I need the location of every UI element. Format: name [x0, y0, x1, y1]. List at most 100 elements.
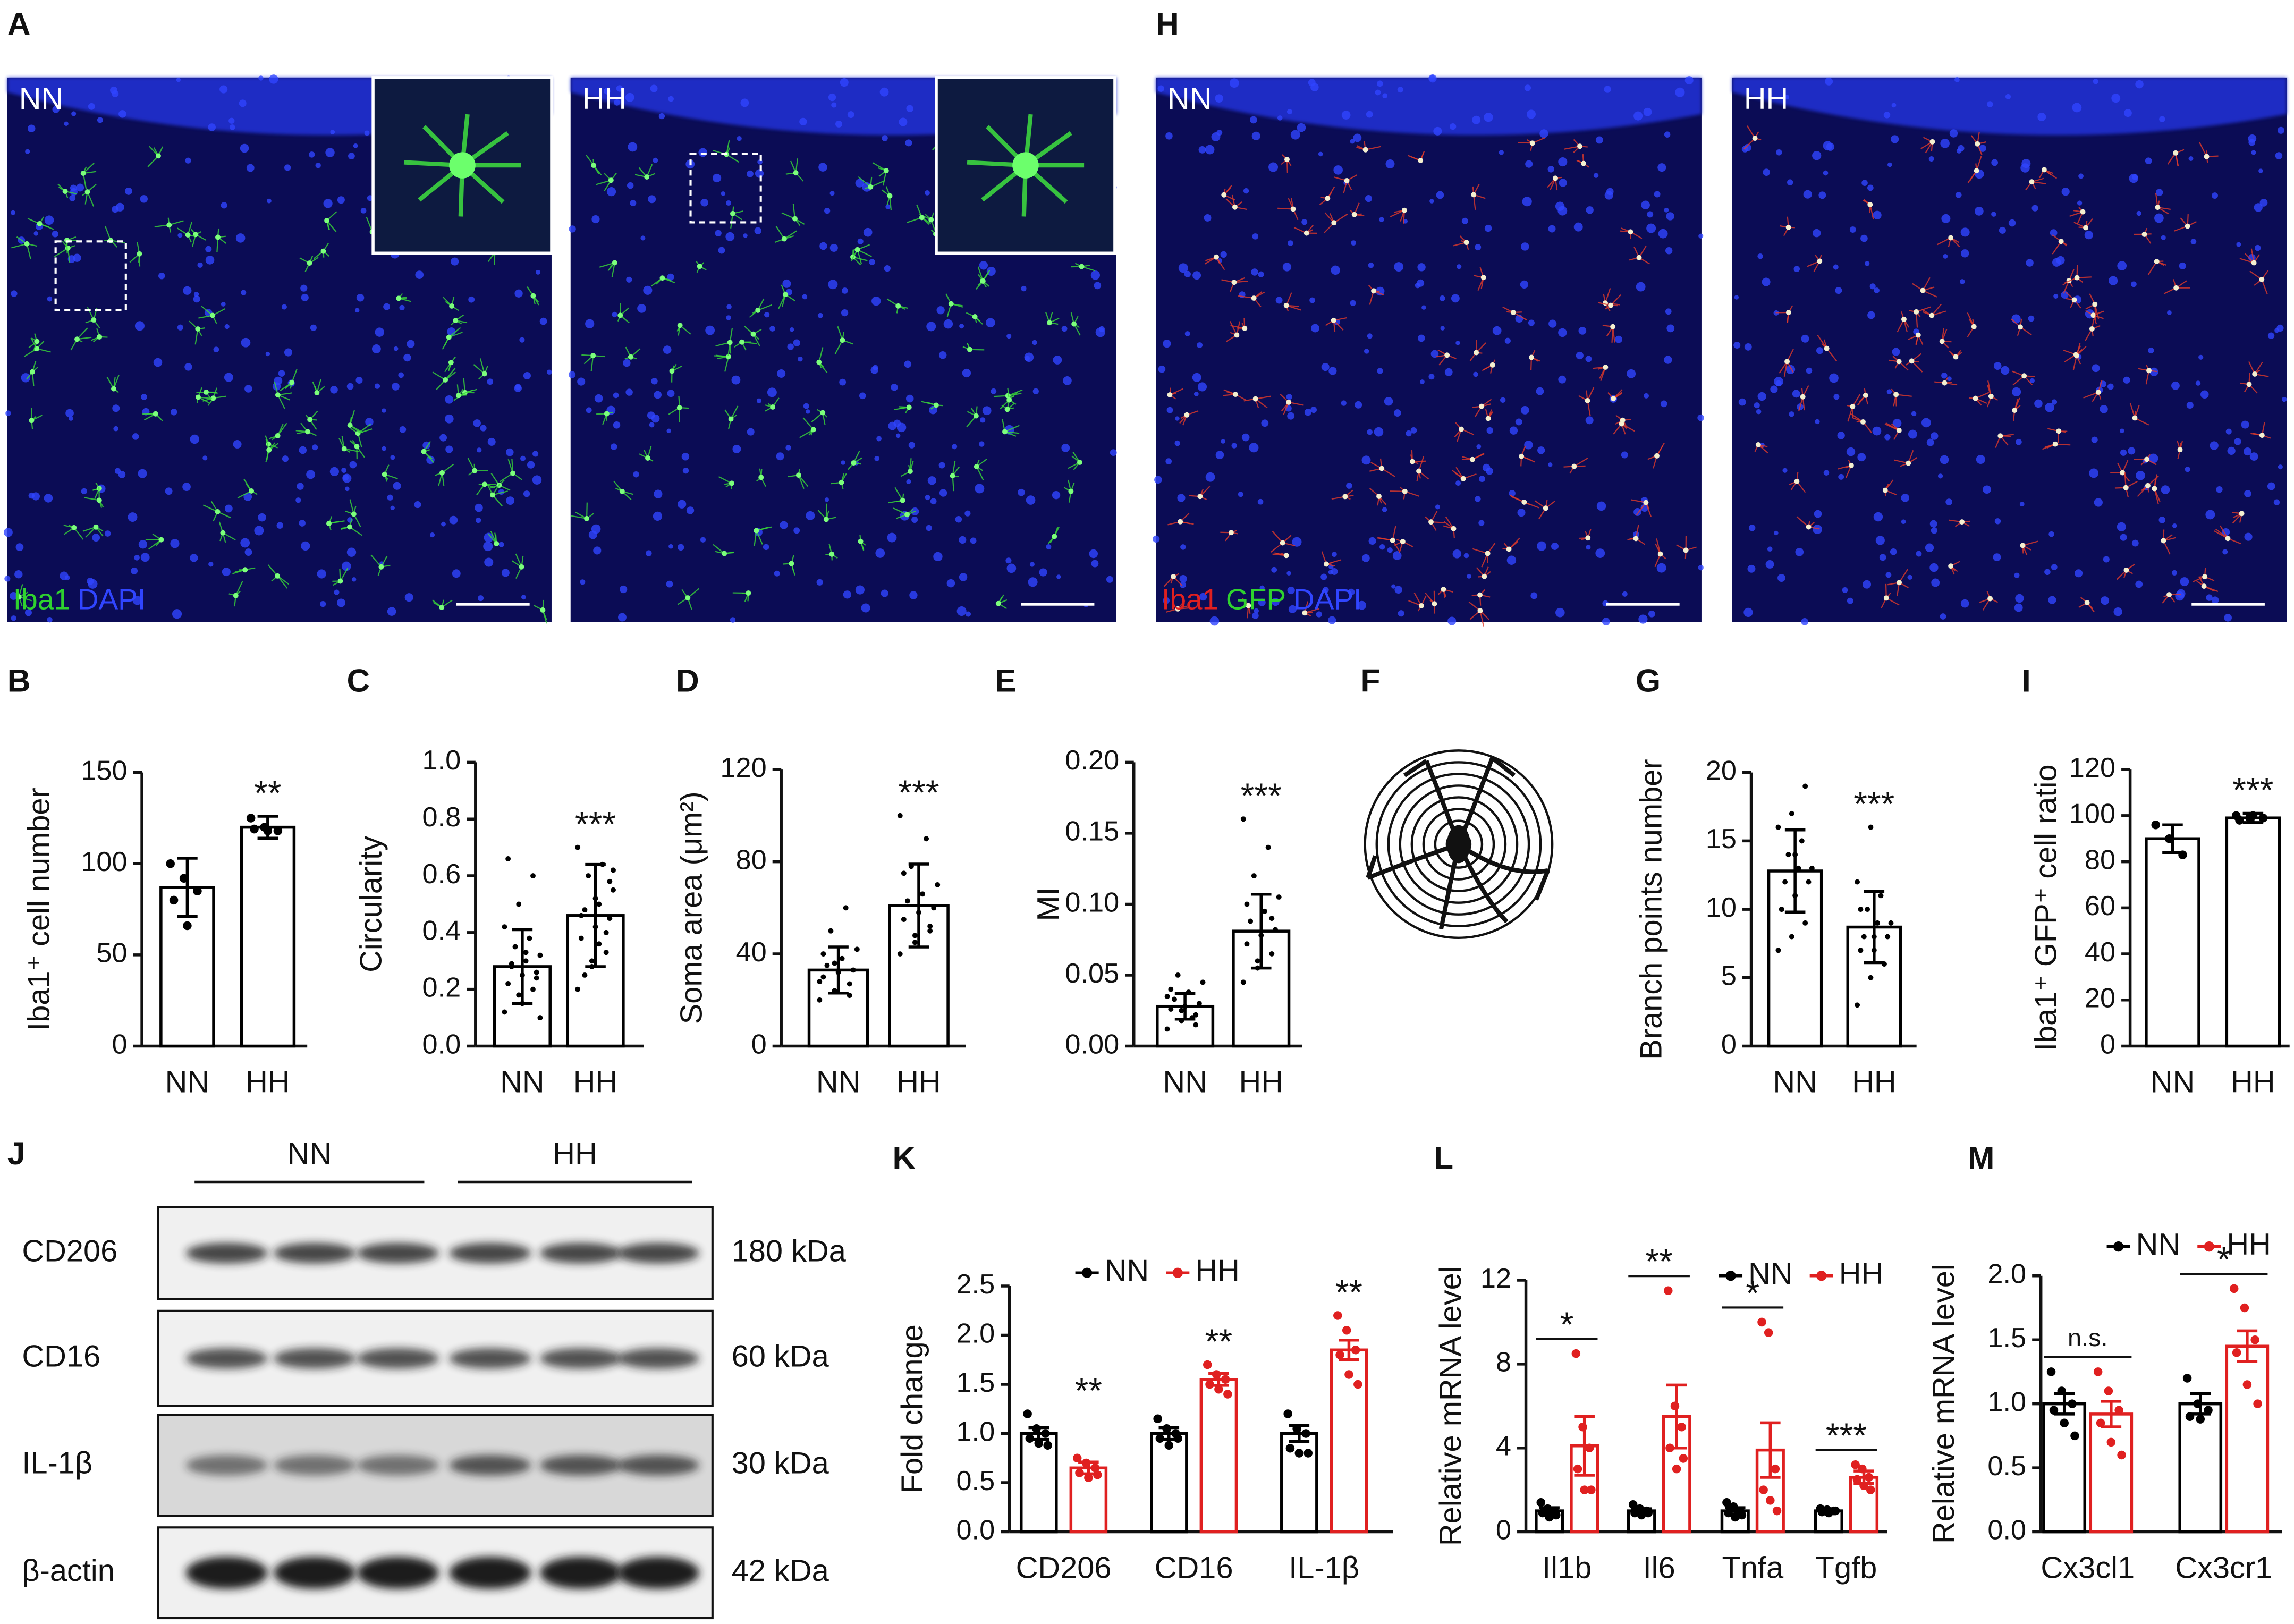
data-point	[1255, 958, 1260, 964]
nucleus	[747, 428, 755, 436]
data-point	[1789, 934, 1794, 940]
soma	[307, 417, 313, 422]
nucleus	[1165, 458, 1172, 464]
data-point	[1779, 907, 1784, 912]
nucleus	[1812, 151, 1822, 160]
nucleus	[1429, 199, 1434, 204]
significance: ***	[1826, 1416, 1867, 1456]
nucleus	[276, 522, 283, 529]
error-bar	[908, 862, 929, 949]
nucleus	[2120, 449, 2127, 456]
nucleus	[1833, 264, 1839, 270]
soma	[30, 369, 35, 375]
y-tick-label: 0.0	[1987, 1515, 2026, 1545]
nucleus	[1455, 341, 1460, 345]
error-bar	[1724, 1506, 1746, 1516]
nucleus	[480, 425, 487, 432]
y-tick-label: 0.5	[1987, 1451, 2026, 1482]
band	[273, 1455, 356, 1476]
nucleus	[633, 471, 639, 478]
soma	[617, 312, 623, 318]
nucleus	[1517, 509, 1526, 517]
x-tick-label: Tnfa	[1722, 1551, 1784, 1585]
soma	[2161, 538, 2166, 544]
data-point	[1303, 1449, 1313, 1458]
soma	[1817, 258, 1823, 264]
data-point	[1852, 1475, 1862, 1484]
nucleus	[1341, 400, 1347, 406]
nucleus	[1943, 253, 1948, 259]
error-bar	[1250, 893, 1272, 970]
soma	[739, 339, 744, 345]
band	[539, 1242, 622, 1264]
nucleus	[282, 455, 289, 462]
nucleus	[1091, 560, 1099, 568]
nucleus	[278, 370, 285, 377]
nucleus	[829, 191, 835, 196]
soma	[590, 353, 596, 359]
soma	[1619, 421, 1624, 427]
data-point	[1344, 1370, 1353, 1379]
nucleus	[1823, 170, 1829, 176]
data-point	[505, 981, 511, 986]
nucleus	[521, 595, 526, 600]
nucleus	[2274, 328, 2280, 333]
nucleus	[2028, 315, 2035, 322]
nucleus	[611, 443, 617, 450]
nucleus	[653, 157, 658, 163]
error-bar	[2237, 1329, 2258, 1363]
panel-letter: M	[1968, 1139, 1994, 1175]
data-point	[1273, 927, 1278, 933]
panel-letter: K	[892, 1139, 916, 1175]
nucleus	[1524, 441, 1533, 450]
band	[185, 1455, 268, 1476]
nucleus	[1684, 76, 1694, 85]
band	[357, 1455, 439, 1476]
soma	[2095, 390, 2101, 395]
nucleus	[184, 363, 192, 371]
data-point	[1679, 1454, 1688, 1463]
soma	[1896, 359, 1902, 365]
neuron-branch	[1403, 759, 1428, 777]
soma	[900, 497, 905, 503]
nucleus	[1776, 149, 1782, 156]
soma	[1929, 312, 1935, 318]
nucleus	[1500, 397, 1506, 403]
nucleus	[1346, 483, 1352, 489]
nucleus	[2100, 404, 2108, 413]
soma	[2145, 483, 2151, 488]
nucleus	[577, 377, 586, 386]
nucleus	[1025, 356, 1030, 361]
nucleus	[682, 467, 689, 474]
data-point	[1851, 1460, 1860, 1469]
data-point	[1587, 1485, 1596, 1494]
nucleus	[2258, 168, 2263, 173]
data-point	[1285, 1444, 1295, 1453]
error-bar	[2242, 811, 2264, 824]
data-point	[897, 951, 903, 957]
nucleus	[1318, 151, 1323, 157]
band	[539, 1557, 622, 1589]
nucleus	[1743, 607, 1753, 617]
soma	[697, 264, 702, 269]
nucleus	[1528, 319, 1535, 326]
data-point	[1757, 1317, 1766, 1327]
data-point	[1200, 979, 1206, 985]
soma	[439, 605, 445, 610]
soma	[195, 326, 201, 332]
data-point	[828, 928, 834, 934]
nucleus	[905, 394, 914, 403]
soma	[347, 422, 353, 428]
nucleus	[1377, 368, 1383, 374]
soma	[1683, 547, 1689, 553]
process	[1333, 213, 1348, 224]
nucleus	[1310, 83, 1319, 91]
soma	[669, 368, 675, 374]
soma	[156, 153, 161, 159]
soma	[1418, 603, 1424, 608]
nucleus	[1515, 418, 1522, 426]
soma	[1416, 468, 1421, 474]
nucleus	[1257, 498, 1264, 505]
nucleus	[1053, 356, 1062, 365]
soma	[1975, 141, 1980, 147]
